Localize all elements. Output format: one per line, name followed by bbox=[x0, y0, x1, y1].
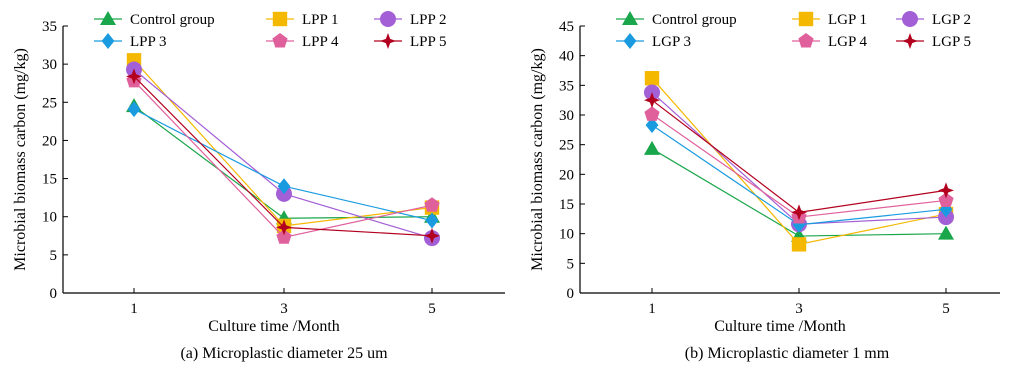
legend: Control group LGP 1 LGP 2 LGP 3 LGP 4 LGP 5 bbox=[616, 11, 971, 50]
legend-label: LGP 3 bbox=[652, 34, 691, 50]
y-tick-label: 40 bbox=[559, 49, 574, 65]
y-tick-label: 15 bbox=[42, 172, 57, 188]
y-tick-label: 15 bbox=[559, 197, 574, 213]
legend-entry: LGP 1 bbox=[792, 11, 867, 28]
series-4 bbox=[127, 101, 439, 229]
legend-label: LGP 4 bbox=[828, 34, 868, 50]
legend-marker bbox=[798, 33, 814, 48]
legend-label: Control group bbox=[130, 12, 215, 28]
y-tick-label: 25 bbox=[42, 95, 57, 111]
series-1 bbox=[126, 98, 440, 225]
y-tick-label: 10 bbox=[42, 210, 57, 226]
y-tick-label: 25 bbox=[559, 138, 574, 154]
data-point bbox=[644, 106, 660, 121]
legend-entry: LGP 5 bbox=[896, 33, 971, 50]
x-axis-label: Culture time /Month bbox=[714, 318, 846, 335]
y-tick-label: 30 bbox=[559, 108, 574, 124]
y-tick-label: 30 bbox=[42, 57, 57, 73]
series-6 bbox=[644, 92, 954, 221]
data-point bbox=[644, 140, 660, 155]
y-tick-label: 20 bbox=[559, 167, 574, 183]
x-tick-label: 1 bbox=[648, 301, 656, 317]
legend-entry: LPP 3 bbox=[94, 33, 167, 50]
legend-marker bbox=[101, 33, 115, 49]
figure-caption: (b) Microplastic diameter 1 mm bbox=[685, 345, 890, 362]
series-2 bbox=[126, 53, 440, 234]
y-tick-label: 35 bbox=[559, 78, 574, 94]
legend-entry: LGP 2 bbox=[896, 11, 971, 28]
figure-caption: (a) Microplastic diameter 25 um bbox=[180, 345, 388, 362]
legend-label: LGP 2 bbox=[932, 12, 971, 28]
series-6 bbox=[126, 68, 440, 244]
legend-entry: Control group bbox=[616, 11, 737, 28]
data-point bbox=[277, 178, 291, 195]
data-point bbox=[425, 212, 439, 229]
y-tick-label: 5 bbox=[50, 248, 58, 264]
data-point bbox=[276, 229, 292, 244]
data-point bbox=[424, 227, 440, 244]
legend-marker bbox=[272, 33, 288, 48]
x-tick-label: 1 bbox=[130, 301, 138, 317]
data-point bbox=[644, 71, 660, 86]
y-tick-label: 20 bbox=[42, 133, 57, 149]
legend-label: LPP 5 bbox=[410, 34, 447, 50]
legend-entry: LPP 4 bbox=[266, 33, 339, 50]
series-line bbox=[133, 108, 433, 222]
y-tick-label: 0 bbox=[50, 286, 58, 302]
x-tick-label: 3 bbox=[280, 301, 288, 317]
x-axis-label: Culture time /Month bbox=[208, 318, 340, 335]
series-line bbox=[651, 113, 947, 218]
legend-marker bbox=[622, 11, 638, 25]
y-tick-label: 45 bbox=[559, 19, 574, 35]
y-tick-label: 0 bbox=[567, 286, 575, 302]
y-axis-label: Microbial biomass carbon (mg/kg) bbox=[12, 48, 29, 271]
y-tick-label: 5 bbox=[567, 256, 575, 272]
data-point bbox=[644, 92, 660, 109]
legend-marker bbox=[902, 11, 918, 27]
legend-entry: LPP 1 bbox=[266, 11, 339, 28]
legend-marker bbox=[623, 33, 637, 49]
legend-label: LPP 2 bbox=[410, 12, 447, 28]
legend-entry: Control group bbox=[94, 11, 215, 28]
legend-marker bbox=[100, 11, 116, 25]
y-axis-label: Microbial biomass carbon (mg/kg) bbox=[529, 48, 546, 271]
legend-label: LGP 5 bbox=[932, 34, 971, 50]
data-point bbox=[127, 101, 141, 118]
x-tick-label: 5 bbox=[942, 301, 950, 317]
data-point bbox=[791, 237, 807, 252]
legend-entry: LGP 4 bbox=[792, 33, 868, 50]
series-line bbox=[133, 75, 433, 237]
x-tick-label: 3 bbox=[795, 301, 803, 317]
data-point bbox=[938, 182, 954, 199]
data-point bbox=[938, 225, 954, 240]
y-tick-label: 10 bbox=[559, 227, 574, 243]
legend-marker bbox=[272, 11, 288, 27]
legend-label: LGP 1 bbox=[828, 12, 867, 28]
x-tick-label: 5 bbox=[428, 301, 436, 317]
legend-entry: LPP 5 bbox=[374, 33, 447, 50]
legend-marker bbox=[798, 11, 814, 27]
legend-marker bbox=[380, 33, 396, 49]
legend-marker bbox=[380, 11, 396, 27]
y-tick-label: 35 bbox=[42, 19, 57, 35]
legend-entry: LGP 3 bbox=[616, 33, 691, 50]
legend-marker bbox=[902, 33, 918, 49]
legend: Control group LPP 1 LPP 2 LPP 3 LPP 4 LPP 5 bbox=[94, 11, 447, 50]
data-point bbox=[424, 197, 440, 212]
data-point bbox=[126, 68, 142, 85]
data-point bbox=[645, 117, 659, 134]
legend-entry: LPP 2 bbox=[374, 11, 447, 28]
data-point bbox=[938, 192, 954, 207]
legend-label: LPP 4 bbox=[302, 34, 339, 50]
data-point bbox=[276, 219, 292, 236]
legend-label: Control group bbox=[652, 12, 737, 28]
data-point bbox=[791, 204, 807, 221]
series-line bbox=[651, 99, 947, 213]
legend-label: LPP 3 bbox=[130, 34, 167, 50]
legend-label: LPP 1 bbox=[302, 12, 339, 28]
